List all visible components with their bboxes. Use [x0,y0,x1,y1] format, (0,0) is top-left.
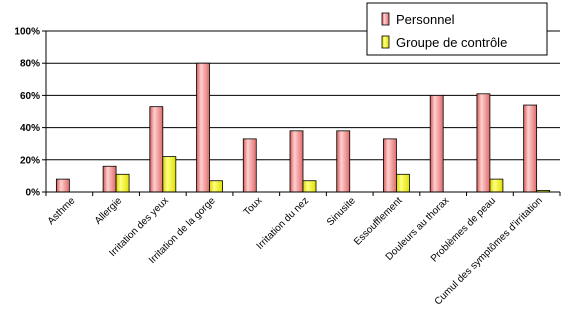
legend: Personnel Groupe de contrôle [366,2,548,56]
bar-groupe-de-controle [209,180,223,193]
legend-swatch-groupe-de-controle [381,35,390,49]
axes [45,31,561,196]
y-tick-label: 20% [20,155,40,166]
bar-groupe-de-controle [489,178,504,193]
x-category-label: Toux [242,195,265,218]
y-tick-label: 100% [14,27,40,38]
y-tick-label: 40% [20,123,40,134]
x-category-label: Essoufflement [352,195,405,248]
bar-personnel [289,130,304,193]
bar-personnel [523,104,538,193]
legend-box [366,2,548,56]
bar-groupe-de-controle [302,180,317,193]
legend-label-personnel: Personnel [396,12,455,27]
x-category-label: Sinusite [325,195,358,228]
bar-personnel [196,62,210,193]
bar-personnel [242,138,257,193]
bar-personnel [336,130,351,193]
bar-personnel [55,178,70,193]
x-category-label: Asthme [46,195,78,227]
y-tick-label: 80% [20,59,40,70]
bar-personnel [102,165,117,193]
bar-groupe-de-controle [115,173,130,193]
bar-groupe-de-controle [162,156,177,193]
y-tick-label: 0% [26,188,41,199]
y-axis-ticks: 0% 20% 40% 60% 80% 100% [14,27,46,199]
bar-personnel [149,106,164,193]
bar-personnel [429,95,444,193]
x-category-label: Allergie [93,195,125,227]
legend-swatch-personnel [381,12,390,26]
bar-personnel [476,93,491,193]
bars [55,62,551,193]
bar-groupe-de-controle [396,173,410,193]
legend-label-groupe-de-controle: Groupe de contrôle [396,35,507,50]
bar-personnel [383,138,397,193]
y-tick-label: 60% [20,91,40,102]
